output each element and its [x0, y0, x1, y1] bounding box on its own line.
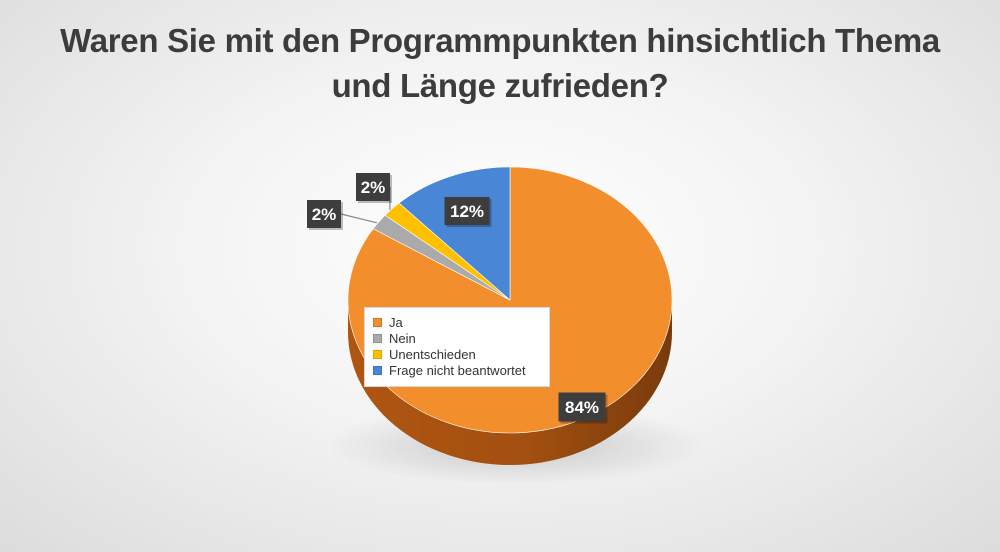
- pie-sides: [348, 300, 672, 465]
- legend-item-ja: Ja: [373, 314, 549, 330]
- data-label-box-ja: [558, 392, 606, 422]
- pie-data-labels: 84% 2% 2% 12%: [307, 173, 608, 424]
- legend: Ja Nein Unentschieden Frage nicht beantw…: [364, 307, 550, 387]
- data-label-box-nein: [307, 200, 341, 228]
- chart-title-line-1: Waren Sie mit den Programmpunkten hinsic…: [60, 22, 940, 59]
- leader-line-nein: [340, 213, 378, 224]
- data-label-unentschieden: 2%: [361, 178, 386, 197]
- data-label-box-frage-nicht-beantwortet: [444, 197, 490, 225]
- legend-swatch-nein: [373, 333, 382, 343]
- chart-title-line-2: und Länge zufrieden?: [331, 67, 669, 104]
- legend-swatch-ja: [373, 317, 382, 327]
- data-label-frage-nicht-beantwortet: 12%: [450, 202, 484, 221]
- legend-swatch-unentschieden: [373, 349, 382, 359]
- legend-item-nein: Nein: [373, 330, 549, 346]
- legend-label-nein: Nein: [389, 330, 416, 346]
- data-label-ja: 84%: [565, 398, 599, 417]
- legend-swatch-frage-nicht-beantwortet: [373, 365, 382, 375]
- legend-item-frage-nicht-beantwortet: Frage nicht beantwortet: [373, 362, 549, 378]
- legend-label-ja: Ja: [389, 314, 403, 330]
- data-label-box-unentschieden: [356, 173, 390, 201]
- legend-item-unentschieden: Unentschieden: [373, 346, 549, 362]
- legend-label-frage-nicht-beantwortet: Frage nicht beantwortet: [389, 362, 526, 378]
- pie-side-shade-ja: [348, 300, 672, 465]
- chart-title: Waren Sie mit den Programmpunkten hinsic…: [0, 18, 1000, 108]
- pie-tops: [347, 166, 673, 434]
- data-label-nein: 2%: [312, 205, 337, 224]
- legend-label-unentschieden: Unentschieden: [389, 346, 476, 362]
